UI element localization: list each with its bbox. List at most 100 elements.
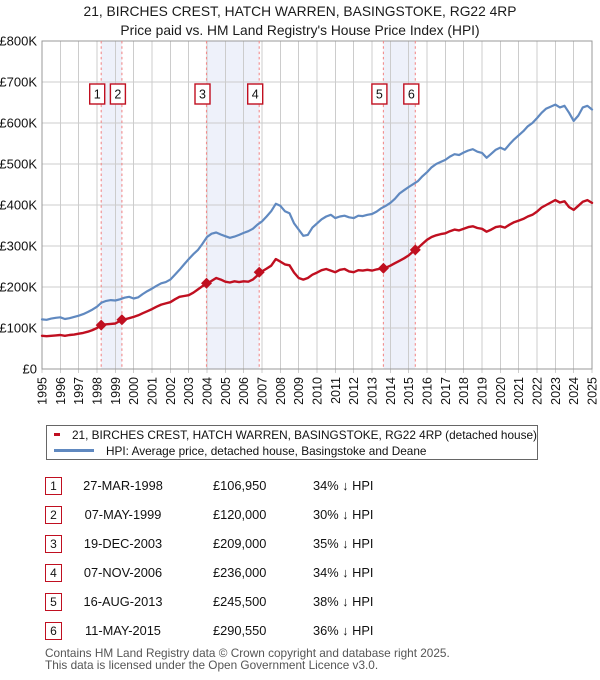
legend-item-price-paid: 21, BIRCHES CREST, HATCH WARREN, BASINGS… — [54, 427, 537, 442]
series-line-price-paid — [40, 198, 594, 338]
x-tick-label: 2005 — [219, 377, 233, 405]
x-tick-label: 2024 — [567, 377, 581, 405]
sale-number-badge: 6 — [45, 622, 62, 640]
sale-vs-hpi: 34% ↓ HPI — [313, 478, 374, 493]
page-title: 21, BIRCHES CREST, HATCH WARREN, BASINGS… — [83, 4, 517, 19]
sale-number-badge: 4 — [45, 564, 62, 582]
sale-number-label: 4 — [252, 88, 259, 102]
x-tick-label: 1997 — [72, 377, 86, 405]
x-tick-label: 2006 — [237, 377, 251, 405]
sale-number-badge: 2 — [45, 506, 62, 524]
sale-number-box — [371, 83, 388, 105]
y-tick-label: £600K — [0, 116, 37, 131]
x-tick-label: 2016 — [421, 377, 435, 405]
sales-table: 1 27-MAR-1998 £106,950 34% ↓ HPI 2 07-MAY-199… — [45, 477, 600, 651]
x-tick-label: 2003 — [182, 377, 196, 405]
sale-price: £120,000 — [213, 507, 267, 522]
x-tick-label: 1999 — [109, 377, 123, 405]
table-row: 6 11-MAY-2015 £290,550 36% ↓ HPI — [45, 622, 600, 651]
sale-date: 16-AUG-2013 — [83, 594, 163, 609]
footer-copyright: Contains HM Land Registry data © Crown c… — [45, 646, 450, 660]
sale-number-box — [246, 83, 264, 105]
x-tick-label: 2025 — [586, 377, 600, 405]
blue-line-swatch — [54, 449, 94, 452]
sale-marker-diamond — [95, 319, 107, 331]
chart-legend: 21, BIRCHES CREST, HATCH WARREN, BASINGS… — [46, 425, 538, 460]
sale-price: £290,550 — [213, 623, 267, 638]
x-tick-label: 2017 — [439, 377, 453, 405]
x-tick-label: 2014 — [384, 377, 398, 405]
plot-border — [41, 40, 593, 370]
y-tick-label: £0 — [23, 362, 37, 377]
x-tick-label: 2013 — [366, 377, 380, 405]
x-tick-label: 1996 — [54, 377, 68, 405]
sale-vs-hpi: 35% ↓ HPI — [313, 536, 374, 551]
x-tick-label: 2020 — [494, 377, 508, 405]
price-history-chart: £0 £100K £200K £300K £400K £500K £600K £700K £80… — [0, 34, 600, 405]
x-tick-label: 2011 — [329, 377, 343, 404]
x-tick-label: 2009 — [292, 377, 306, 405]
table-row: 1 27-MAR-1998 £106,950 34% ↓ HPI — [45, 477, 600, 506]
sale-marker-diamond — [377, 262, 389, 274]
sale-marker-diamond — [201, 277, 212, 289]
x-tick-label: 1998 — [91, 377, 105, 405]
sale-date: 07-MAY-1999 — [84, 507, 162, 522]
sale-number-label: 1 — [94, 88, 101, 102]
y-tick-label: £400K — [0, 198, 37, 213]
sale-number-box — [403, 83, 420, 105]
sale-number-label: 3 — [199, 88, 206, 102]
x-tick-label: 2015 — [402, 377, 416, 405]
y-tick-label: £300K — [0, 239, 37, 254]
sale-price: £209,000 — [213, 536, 267, 551]
x-tick-label: 1995 — [36, 377, 50, 405]
sale-vs-hpi: 34% ↓ HPI — [313, 565, 374, 580]
sale-number-box — [194, 83, 211, 105]
footer: Contains HM Land Registry data © Crown c… — [45, 646, 450, 672]
x-tick-label: 2023 — [549, 377, 563, 405]
legend-label-price-paid: 21, BIRCHES CREST, HATCH WARREN, BASINGS… — [71, 427, 537, 442]
sale-marker-diamond — [253, 266, 265, 278]
sale-price: £245,500 — [213, 594, 267, 609]
chart-title-block: 21, BIRCHES CREST, HATCH WARREN, BASINGS… — [0, 3, 600, 40]
sale-number-label: 5 — [376, 88, 383, 102]
red-line-swatch — [54, 433, 60, 436]
sale-vs-hpi: 38% ↓ HPI — [313, 594, 374, 609]
legend-item-hpi: HPI: Average price, detached house, Basi… — [54, 443, 537, 458]
sale-marker-diamond — [409, 244, 421, 256]
sale-number-badge: 3 — [45, 535, 62, 553]
sale-vs-hpi: 36% ↓ HPI — [313, 623, 374, 638]
y-tick-label: £700K — [0, 75, 37, 90]
footer-licence: This data is licensed under the Open Gov… — [45, 657, 379, 672]
sale-number-badge: 5 — [45, 593, 62, 611]
sale-price: £236,000 — [213, 565, 267, 580]
x-tick-label: 2010 — [311, 377, 325, 405]
page-subtitle: Price paid vs. HM Land Registry's House … — [120, 22, 480, 38]
series-line-hpi — [40, 103, 594, 321]
table-row: 4 07-NOV-2006 £236,000 34% ↓ HPI — [45, 564, 600, 593]
sale-number-badge: 1 — [45, 477, 62, 495]
x-tick-label: 2018 — [457, 377, 471, 405]
y-tick-label: £800K — [0, 34, 37, 49]
x-tick-label: 2000 — [127, 377, 141, 405]
table-row: 3 19-DEC-2003 £209,000 35% ↓ HPI — [45, 535, 600, 564]
sale-date: 11-MAY-2015 — [85, 623, 161, 638]
x-tick-label: 2008 — [274, 377, 288, 405]
table-row: 2 07-MAY-1999 £120,000 30% ↓ HPI — [45, 506, 600, 535]
sale-number-box — [109, 83, 127, 105]
x-tick-label: 2022 — [531, 377, 545, 405]
y-tick-label: £100K — [0, 321, 37, 336]
x-tick-label: 2021 — [512, 377, 526, 405]
legend-label-hpi: HPI: Average price, detached house, Basi… — [106, 443, 427, 458]
sale-vs-hpi: 30% ↓ HPI — [313, 507, 374, 522]
y-tick-label: £200K — [0, 280, 37, 295]
sale-number-label: 6 — [408, 88, 415, 102]
table-row: 5 16-AUG-2013 £245,500 38% ↓ HPI — [45, 593, 600, 622]
y-tick-label: £500K — [0, 157, 37, 172]
sale-price: £106,950 — [213, 478, 267, 493]
x-tick-label: 2019 — [476, 377, 490, 405]
sale-marker-diamond — [116, 314, 128, 326]
sale-number-label: 2 — [114, 88, 121, 102]
x-tick-label: 2012 — [347, 377, 361, 405]
sale-date: 07-NOV-2006 — [83, 565, 163, 580]
